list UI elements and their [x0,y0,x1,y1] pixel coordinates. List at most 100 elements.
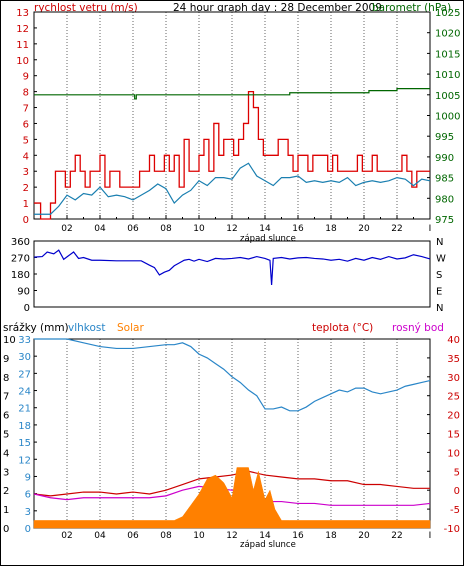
x-tick-label: 22 [391,224,402,234]
rain-tick-label: 6 [3,411,9,422]
x-tick-label: 18 [325,224,337,234]
wind-tick-label: 1 [23,199,29,210]
wind-tick-label: 11 [16,40,29,51]
temperature-tick-label: -10 [444,524,460,535]
wind-tick-label: 6 [23,119,29,130]
compass-label: N [436,303,443,314]
wind-tick-label: 4 [23,151,29,162]
x-tick-label-last: I [429,531,432,541]
temperature-axis-label: teplota (°C) [312,322,373,334]
barometer-axis-label: barometr (hPa) [372,2,451,14]
x-tick-label: 04 [94,531,106,541]
x-tick-label: 10 [193,224,205,234]
x-tick-label: 16 [292,531,304,541]
x-axis-labels-top: 02 04 06 08 10 12 14 16 18 20 22 I [61,224,431,234]
humidity-tick-label: 6 [25,490,31,501]
wind-axis-label: rychlost vetru (m/s) [34,2,138,14]
x-tick-label: 14 [259,224,271,234]
x-tick-label: 22 [391,531,402,541]
series-avg-line [34,162,431,215]
baro-tick-label: 1005 [435,91,460,102]
baro-tick-label: 1000 [435,112,460,123]
baro-tick-label: 990 [435,153,454,164]
humidity-axis-label: vlhkost [68,322,106,334]
panel-wind-frame [33,11,431,220]
rain-tick-label: 9 [3,354,9,365]
x-tick-label: 18 [325,531,337,541]
rain-tick-label: 2 [3,486,9,497]
temperature-tick-label: 25 [447,392,460,403]
direction-tick-label: 90 [17,287,30,298]
baro-tick-label: 995 [435,132,454,143]
wind-tick-label: 2 [23,183,29,194]
baro-tick-label: 1025 [435,8,460,19]
humidity-tick-label: 30 [18,352,31,363]
wind-tick-label: 8 [23,88,29,99]
x-tick-label: 12 [226,531,237,541]
wind-tick-label: 9 [23,72,29,83]
temperature-tick-label: 40 [447,335,460,346]
wind-tick-label: 7 [23,104,29,115]
humidity-tick-label: 24 [18,387,31,398]
rain-tick-label: 3 [3,467,9,478]
series-step-line [34,87,430,100]
x-tick-label: 20 [358,224,370,234]
series-solar-area [33,467,431,529]
humidity-tick-label: 3 [25,507,31,518]
humidity-tick-label: 12 [18,455,31,466]
baro-tick-label: 1010 [435,70,460,81]
direction-tick-label: 0 [24,303,30,314]
x-tick-label: 08 [160,531,172,541]
sunset-label-bottom: západ slunce [240,540,296,550]
rain-axis-label: srážky (mm) [3,322,69,334]
series-gust-line [34,90,430,220]
temperature-tick-label: 30 [447,373,460,384]
wind-tick-label: 10 [16,56,29,67]
compass-label: S [436,270,442,281]
wind-tick-label: 3 [23,167,29,178]
sunset-label-top: západ slunce [240,234,296,244]
temperature-tick-label: 5 [454,467,460,478]
series-temp-line [33,470,430,497]
baro-tick-label: 980 [435,194,454,205]
temperature-tick-label: 35 [447,354,460,365]
x-tick-label: 20 [358,531,370,541]
series-dew-line [33,485,431,506]
axis-ticks: 0123456789101112139759809859909951000100… [3,8,460,535]
x-tick-label: 12 [226,224,237,234]
dewpoint-axis-label: rosný bod [392,322,444,334]
rain-tick-label: 0 [3,524,9,535]
x-tick-label: 16 [292,224,304,234]
wind-tick-label: 12 [16,24,29,35]
humidity-tick-label: 15 [18,438,31,449]
rain-tick-label: 10 [3,335,16,346]
baro-tick-label: 975 [435,215,454,226]
temperature-tick-label: 20 [447,411,460,422]
rain-tick-label: 8 [3,373,9,384]
rain-tick-label: 5 [3,430,9,441]
chart-marks [33,87,431,529]
x-tick-label: 02 [61,224,72,234]
series-direction-line [33,249,431,286]
baro-tick-label: 985 [435,174,454,185]
humidity-tick-label: 0 [25,524,31,535]
temperature-tick-label: -5 [450,505,460,516]
humidity-tick-label: 18 [18,421,31,432]
humidity-tick-label: 9 [25,472,31,483]
x-tick-label: 04 [94,224,106,234]
compass-label: W [436,254,446,265]
temperature-tick-label: 0 [454,486,460,497]
temperature-tick-label: 15 [447,430,460,441]
rain-tick-label: 7 [3,392,9,403]
x-tick-label-last: I [429,224,432,234]
direction-tick-label: 180 [11,270,30,281]
chart-title: 24 hour graph day : 28 December 2009 [173,2,382,14]
x-tick-label: 02 [61,531,72,541]
wind-tick-label: 5 [23,135,29,146]
x-tick-label: 06 [127,531,139,541]
x-tick-label: 08 [160,224,172,234]
baro-tick-label: 1020 [435,29,460,40]
humidity-tick-label: 27 [18,369,31,380]
